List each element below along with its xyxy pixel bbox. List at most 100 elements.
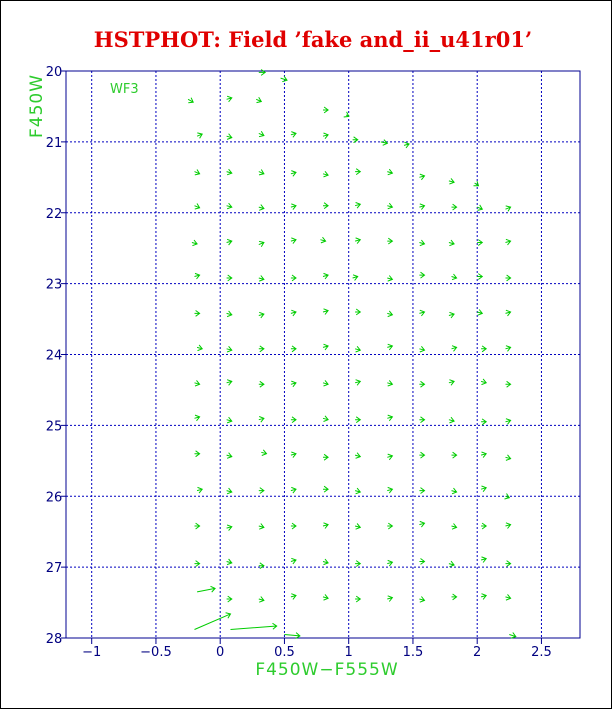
y-tick-label: 20 [46, 65, 63, 80]
data-vector [258, 169, 265, 176]
data-vector [354, 487, 362, 495]
data-vector [322, 132, 329, 140]
data-vector [387, 595, 394, 602]
data-vector [261, 449, 268, 456]
x-tick-label: 0.5 [274, 645, 295, 660]
data-vector [191, 239, 198, 247]
data-vector [258, 596, 265, 603]
data-vector [194, 414, 201, 422]
data-vector [505, 594, 512, 601]
data-vector [322, 380, 329, 387]
data-vector [505, 205, 512, 212]
data-vector [290, 237, 297, 244]
x-tick-label: 2.5 [531, 645, 552, 660]
data-vector [290, 557, 297, 565]
y-tick-label: 22 [46, 207, 63, 222]
data-vector [505, 522, 512, 529]
data-vector [280, 75, 288, 83]
data-vector [505, 454, 512, 461]
data-vector [194, 450, 201, 458]
data-vector [320, 236, 327, 244]
axis-ticks [61, 70, 542, 644]
data-vector [258, 416, 265, 423]
data-vector [387, 453, 394, 461]
y-tick-label: 21 [46, 136, 63, 151]
data-vector [322, 170, 329, 178]
data-vector [480, 593, 488, 600]
data-vector [419, 416, 426, 424]
data-vector [480, 485, 488, 493]
data-vector [505, 380, 512, 388]
data-vector [323, 485, 329, 493]
x-tick-label: 1 [345, 645, 353, 660]
data-vector [290, 451, 297, 458]
data-vector [258, 69, 267, 76]
data-vector [322, 272, 329, 280]
data-vector [505, 238, 512, 246]
data-vector [419, 451, 426, 459]
data-vector [387, 522, 394, 530]
data-vector [387, 275, 394, 282]
data-vector [352, 136, 359, 144]
data-vector [258, 345, 265, 353]
data-vector [290, 131, 297, 138]
data-vector [473, 180, 480, 187]
data-vector [354, 202, 362, 209]
data-vector [290, 345, 297, 353]
data-vector [226, 595, 233, 603]
data-vector [343, 111, 350, 118]
data-vector [419, 380, 426, 388]
data-vector [226, 274, 233, 282]
data-vector [323, 202, 329, 210]
data-vector [451, 345, 458, 352]
data-vector [258, 130, 265, 138]
data-vector [258, 523, 265, 530]
data-vector [322, 415, 329, 422]
y-tick-label: 24 [46, 349, 63, 364]
data-vector [290, 486, 297, 494]
data-vector [323, 453, 329, 461]
data-vector [419, 345, 426, 353]
data-vector [226, 310, 233, 318]
data-vector [354, 452, 362, 459]
data-vector [290, 522, 297, 530]
data-vector [290, 203, 297, 210]
data-vector [290, 380, 297, 388]
data-vector [322, 522, 329, 529]
y-tick-label: 28 [46, 632, 63, 647]
data-vector [451, 487, 458, 495]
y-tick-labels: 20 21 22 23 24 25 26 27 28 [46, 65, 63, 647]
x-axis-title: F450W−F555W [255, 660, 398, 680]
data-vector [322, 343, 329, 351]
data-vector [322, 594, 329, 601]
data-vector [226, 238, 233, 246]
data-vector [354, 379, 362, 386]
data-vector [258, 311, 265, 319]
x-tick-label: −0.5 [140, 645, 172, 660]
data-vector [509, 632, 517, 639]
data-vector [194, 560, 201, 567]
data-vector [387, 414, 394, 422]
data-vector [258, 275, 265, 282]
data-vector [354, 523, 362, 530]
data-vector [477, 204, 484, 211]
data-vector [197, 585, 216, 593]
data-vector [194, 522, 201, 530]
data-vector [290, 274, 297, 282]
data-vector [419, 271, 426, 279]
y-tick-label: 26 [46, 490, 63, 505]
data-vector [355, 308, 362, 316]
data-vector [355, 595, 362, 603]
data-vector [194, 612, 232, 630]
data-vector [196, 486, 204, 494]
data-vectors [187, 69, 517, 639]
data-vector [481, 522, 488, 530]
x-tick-label: −1 [82, 645, 101, 660]
data-vector [505, 418, 512, 425]
data-vector [323, 106, 329, 114]
data-vector [322, 558, 329, 566]
data-vector [505, 345, 512, 352]
data-vector [448, 416, 455, 424]
data-vector [419, 309, 426, 317]
